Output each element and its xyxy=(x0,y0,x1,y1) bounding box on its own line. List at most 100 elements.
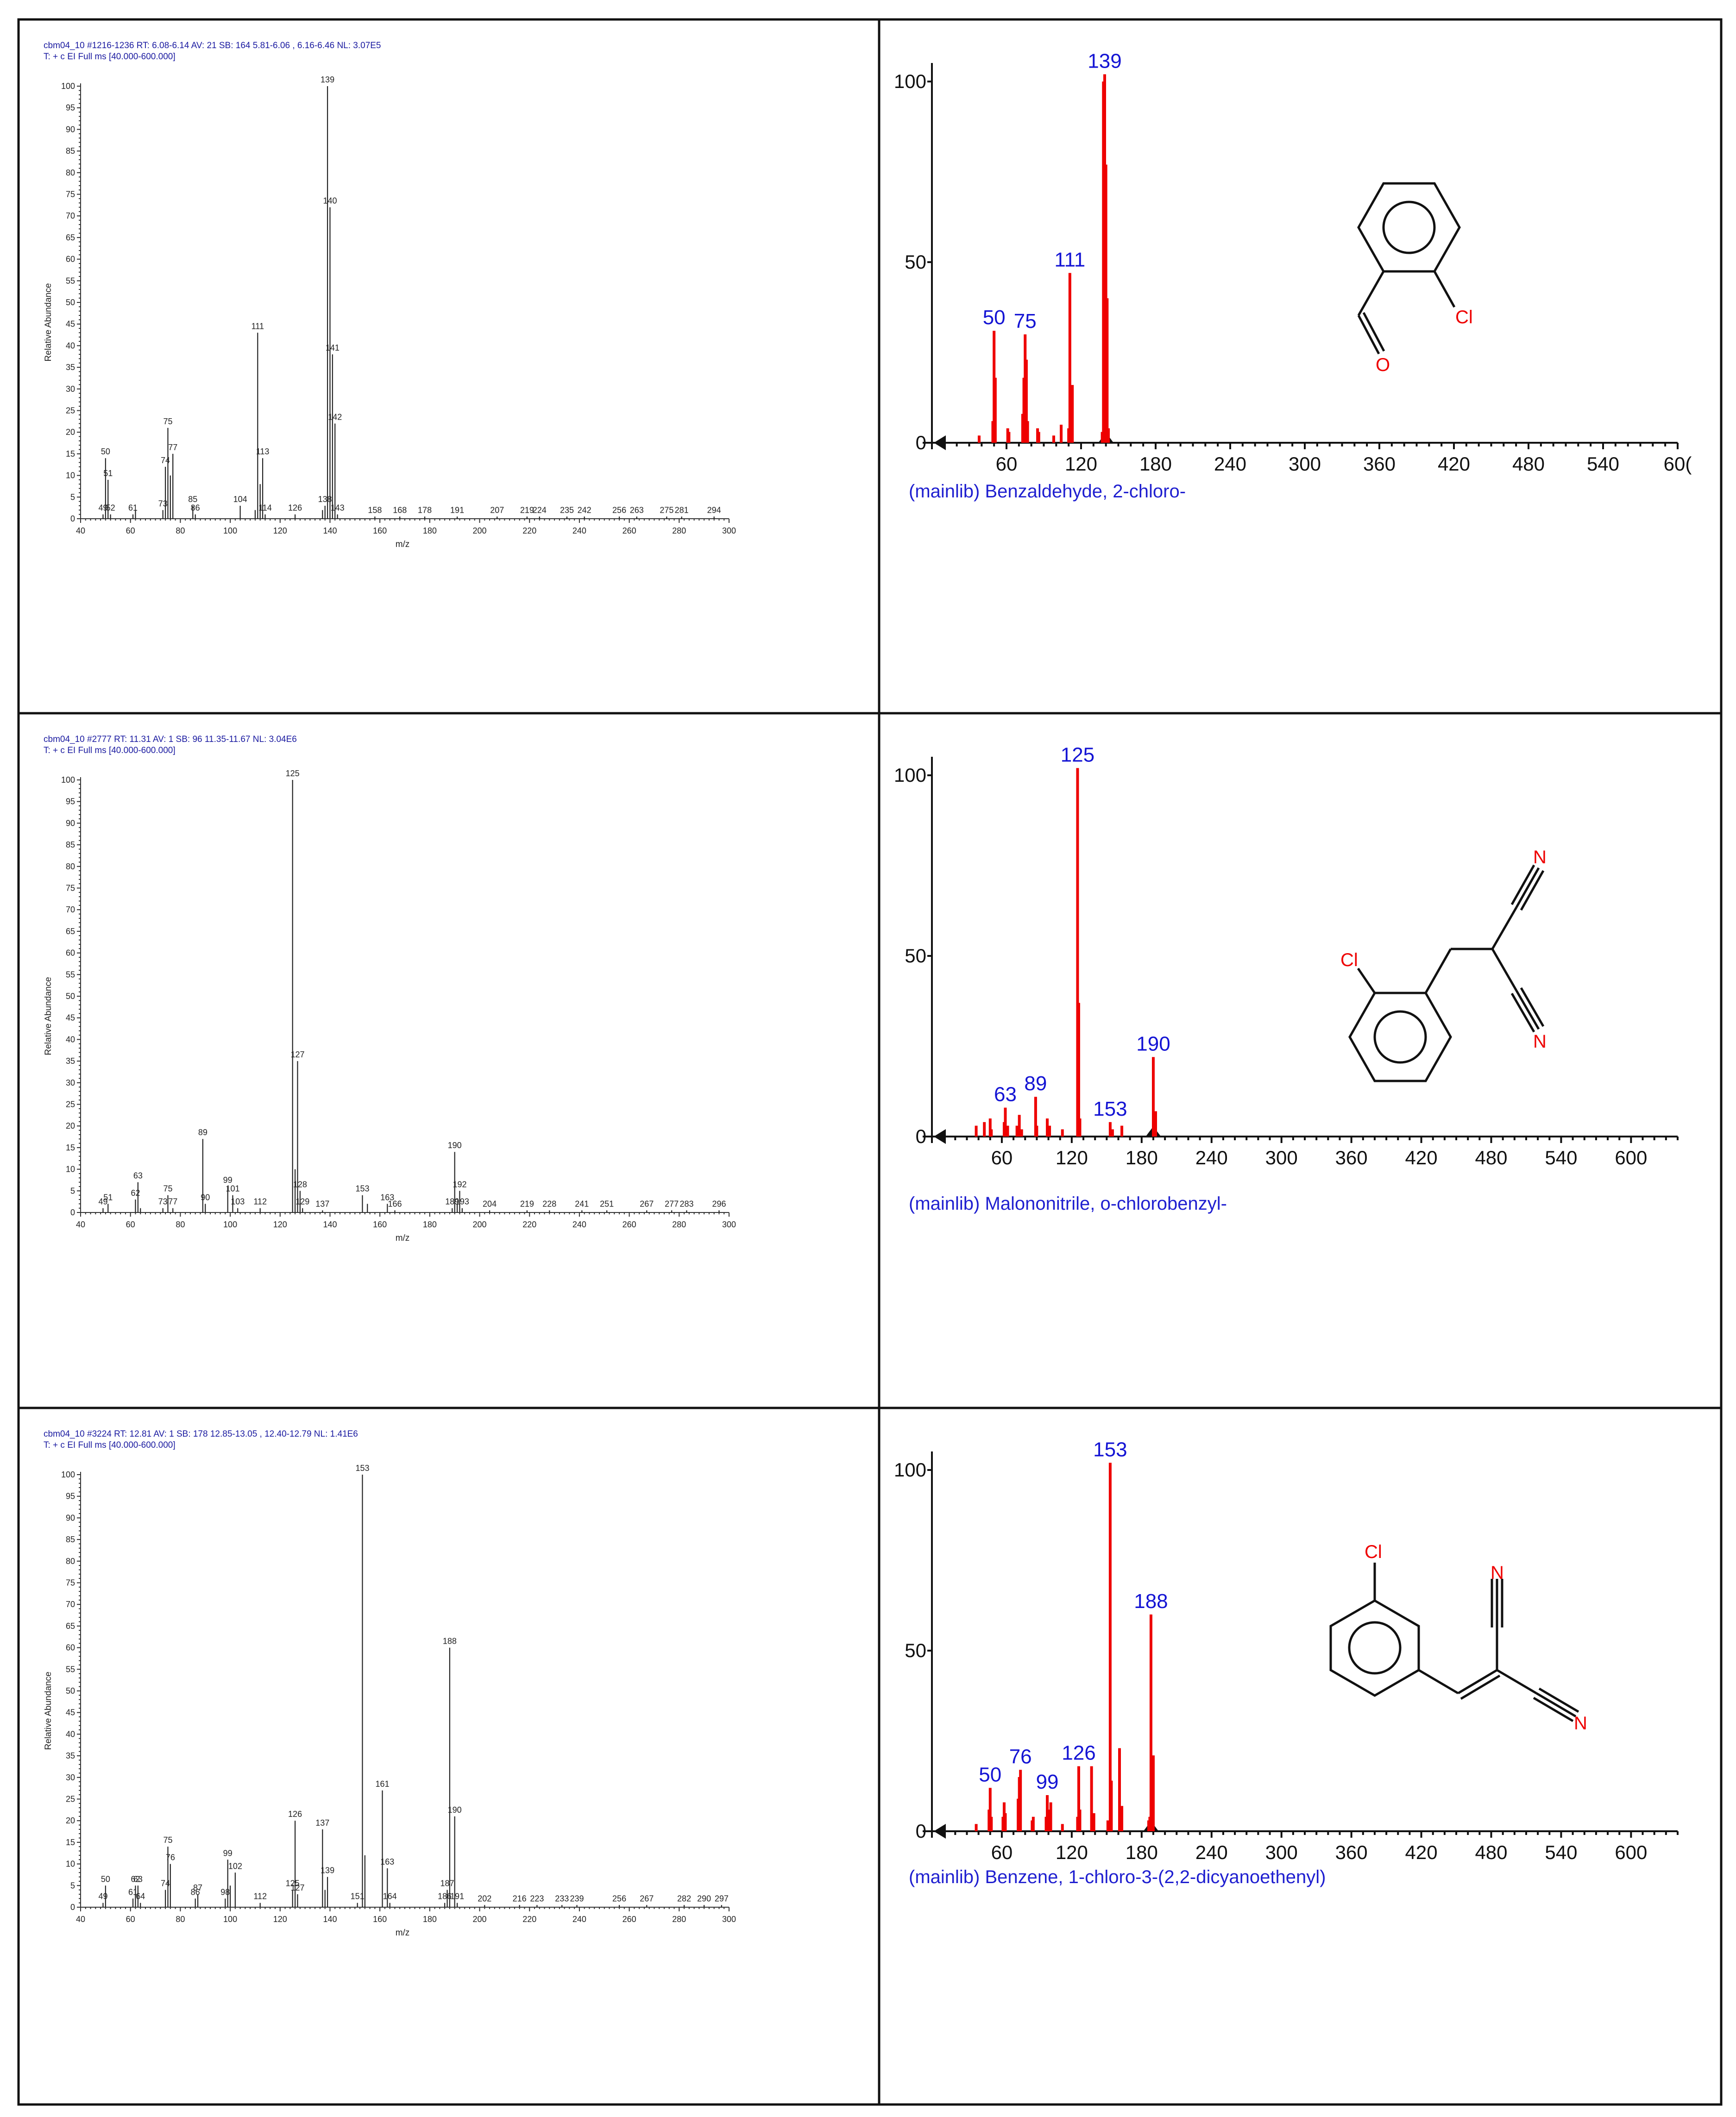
peak-label-267: 267 xyxy=(640,1199,654,1208)
peak-label-89: 89 xyxy=(198,1128,208,1137)
peak-label-188: 188 xyxy=(443,1637,457,1646)
atom-label-n-upper: N xyxy=(1491,1563,1504,1583)
y-tick-label: 100 xyxy=(61,82,75,91)
x-axis-title: m/z xyxy=(396,1928,410,1938)
atom-label-n-lower: N xyxy=(1533,1031,1547,1052)
x-tick-label: 240 xyxy=(572,1220,586,1229)
peak-label-51: 51 xyxy=(103,469,113,478)
x-tick-label: 80 xyxy=(176,1220,185,1229)
x-tick-label: 540 xyxy=(1545,1147,1577,1168)
y-tick-label: 50 xyxy=(905,251,926,273)
peak-label-158: 158 xyxy=(368,505,382,515)
x-tick-label: 120 xyxy=(1065,453,1097,475)
y-tick-label: 0 xyxy=(70,514,75,523)
y-tick-label: 30 xyxy=(66,1078,75,1087)
peak-label-125: 125 xyxy=(1061,743,1094,766)
x-tick-label: 220 xyxy=(522,526,536,535)
library-plot-1: 0 50 100 60 120 180 240 300 360 420 480 540 60(50 75 1… xyxy=(894,50,1692,475)
x-tick-label: 100 xyxy=(223,526,237,535)
peak-label-75: 75 xyxy=(163,417,172,426)
triple-bond-lower-c xyxy=(1533,1696,1574,1722)
x-tick-label: 600 xyxy=(1615,1147,1647,1168)
peak-label-125: 125 xyxy=(286,769,300,778)
peak-label-189: 189 xyxy=(445,1197,459,1206)
peak-label-163: 163 xyxy=(380,1193,394,1202)
y-tick-label: 55 xyxy=(66,970,75,979)
y-tick-label: 80 xyxy=(66,862,75,871)
peak-label-77: 77 xyxy=(168,443,177,452)
axes xyxy=(77,83,730,523)
peak-label-74: 74 xyxy=(161,1879,170,1888)
library-caption: (mainlib) Benzaldehyde, 2-chloro- xyxy=(909,481,1186,502)
triple-bond-upper-a xyxy=(1515,867,1540,908)
peak-label-63: 63 xyxy=(133,1874,143,1884)
structure-2-chlorobenzaldehyde xyxy=(1357,182,1461,355)
x-tick-label: 180 xyxy=(423,1220,437,1229)
spectrum-header-line2: T: + c EI Full ms [40.000-600.000] xyxy=(44,746,176,755)
x-tick-label: 60( xyxy=(1664,453,1692,475)
x-tick-label: 120 xyxy=(273,1915,287,1924)
peak-label-178: 178 xyxy=(418,505,432,515)
x-tick-label: 540 xyxy=(1587,453,1619,475)
x-axis-title: m/z xyxy=(396,1233,410,1243)
peak-label-112: 112 xyxy=(253,1892,267,1901)
library-spectrum-panel-2: 0 50 100 60 120 180 240 300 360 420 480 540 600 63 89 1… xyxy=(894,743,1679,1214)
y-tick-label: 35 xyxy=(66,363,75,372)
x-tick-label: 60 xyxy=(126,1220,135,1229)
peak-label-85: 85 xyxy=(188,495,197,504)
peak-label-101: 101 xyxy=(226,1184,239,1194)
x-tick-label: 40 xyxy=(76,1915,85,1924)
library-spectrum-panel-1: 0 50 100 60 120 180 240 300 360 420 480 540 60(50 75 1… xyxy=(894,50,1692,502)
x-tick-label: 240 xyxy=(572,526,586,535)
y-tick-label: 50 xyxy=(905,945,926,967)
peak-label-188: 188 xyxy=(1134,1590,1168,1613)
spectrum-header-line2: T: + c EI Full ms [40.000-600.000] xyxy=(44,1440,176,1450)
peak-label-64: 64 xyxy=(136,1892,145,1901)
peak-label-99: 99 xyxy=(223,1175,233,1185)
peak-label-113: 113 xyxy=(256,447,270,456)
measured-plot-1: 0 5 10 15 20 25 30 35 40 45 50 55 60 65 70 75 80 85 90 95 10… xyxy=(61,75,736,535)
x-tick-label: 240 xyxy=(1195,1841,1228,1863)
y-tick-label: 40 xyxy=(66,1729,75,1739)
peak-label-193: 193 xyxy=(455,1197,469,1206)
x-tick-label: 360 xyxy=(1335,1841,1368,1863)
y-tick-label: 100 xyxy=(61,775,75,785)
atom-label-n-upper: N xyxy=(1533,847,1547,867)
bond-c-o xyxy=(1357,314,1380,355)
x-tick-label: 140 xyxy=(323,526,337,535)
x-tick-label: 120 xyxy=(273,1220,287,1229)
peak-label-161: 161 xyxy=(376,1779,390,1789)
peak-label-190: 190 xyxy=(448,1141,462,1150)
x-tick-label: 80 xyxy=(176,526,185,535)
peak-label-49: 49 xyxy=(98,503,107,513)
peaks xyxy=(977,74,1110,443)
peak-label-219: 219 xyxy=(520,1199,534,1208)
x-tick-label: 160 xyxy=(373,1220,387,1229)
x-tick-label: 120 xyxy=(1056,1841,1088,1863)
bond-ch-cn-upper xyxy=(1491,906,1518,950)
peak-label-137: 137 xyxy=(315,1818,329,1828)
y-tick-label: 100 xyxy=(894,70,926,92)
y-tick-label: 5 xyxy=(70,1186,75,1195)
peak-label-140: 140 xyxy=(323,196,337,206)
y-tick-label: 60 xyxy=(66,1643,75,1652)
x-tick-label: 280 xyxy=(672,526,686,535)
peak-label-90: 90 xyxy=(201,1193,210,1202)
peak-label-239: 239 xyxy=(570,1894,584,1903)
y-tick-label: 5 xyxy=(70,1881,75,1890)
peak-label-223: 223 xyxy=(530,1894,544,1903)
peak-label-111: 111 xyxy=(252,321,264,331)
x-tick-label: 240 xyxy=(1195,1147,1228,1168)
y-tick-label: 75 xyxy=(66,190,75,199)
y-tick-label: 100 xyxy=(894,764,926,786)
y-tick-label: 70 xyxy=(66,905,75,914)
peak-label-275: 275 xyxy=(660,505,673,515)
y-axis-title: Relative Abundance xyxy=(44,1671,53,1750)
y-tick-label: 80 xyxy=(66,168,75,177)
x-tick-label: 220 xyxy=(522,1915,536,1924)
peak-label-103: 103 xyxy=(231,1197,245,1206)
y-tick-label: 25 xyxy=(66,406,75,415)
y-tick-label: 0 xyxy=(916,1125,926,1147)
peak-label-141: 141 xyxy=(326,343,340,352)
